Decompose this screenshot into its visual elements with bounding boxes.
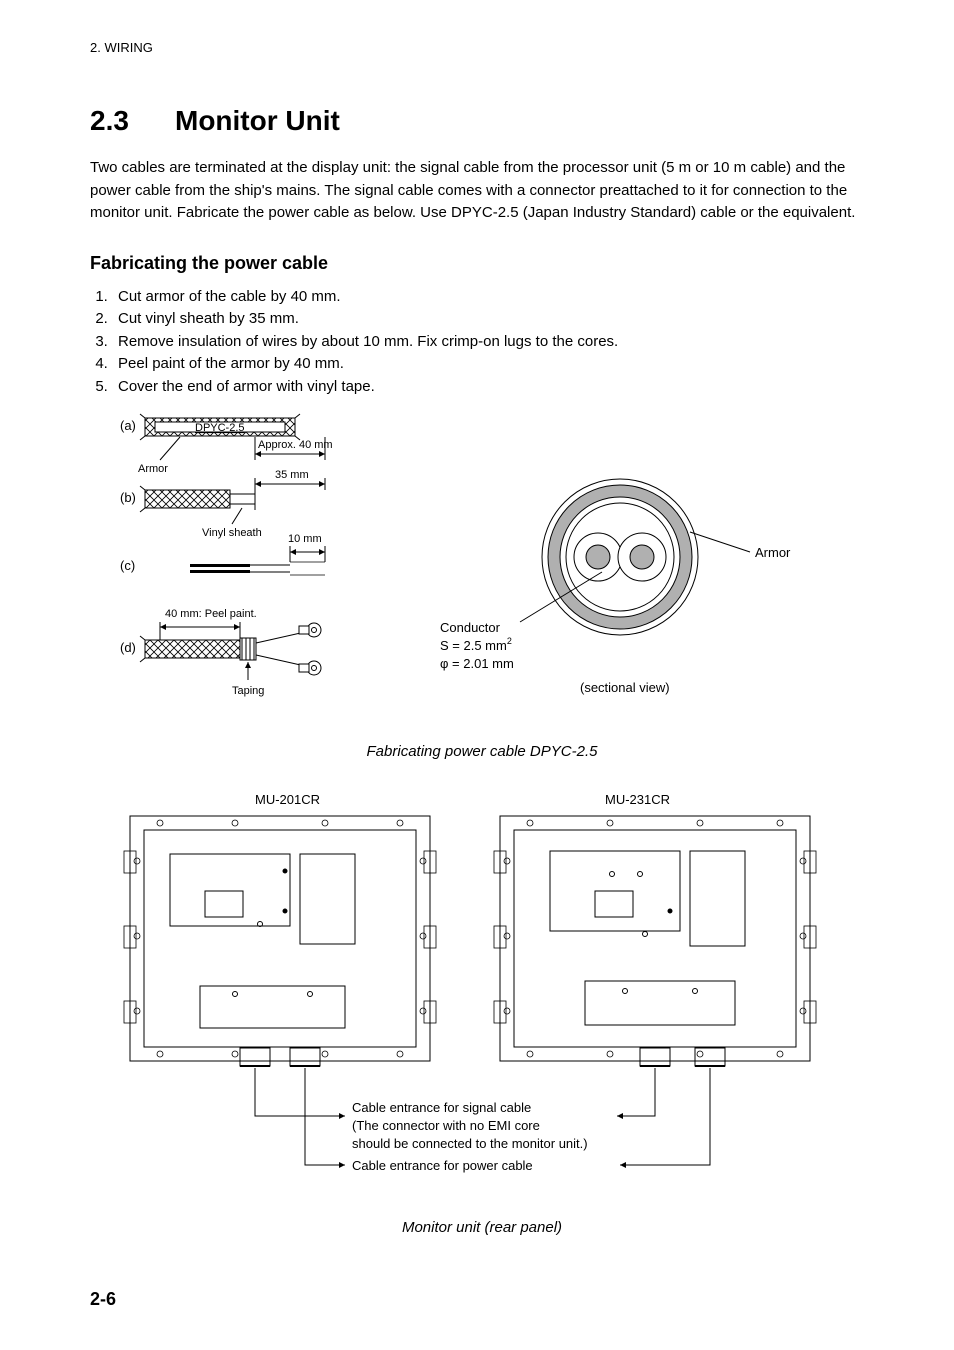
monitor-diagram-svg: MU-201CR MU-231CR (90, 788, 870, 1208)
row-a-label: (a) (120, 418, 136, 433)
dim-10mm: 10 mm (288, 533, 322, 545)
signal-cable-l1: Cable entrance for signal cable (352, 1100, 531, 1115)
peel-paint-label: 40 mm: Peel paint. (165, 608, 257, 620)
mu201-label: MU-201CR (255, 792, 320, 807)
cable-b (140, 486, 255, 512)
subheading: Fabricating the power cable (90, 253, 874, 274)
page-number: 2-6 (90, 1289, 116, 1310)
page: 2. WIRING 2.3Monitor Unit Two cables are… (0, 0, 954, 1350)
section-number: 2.3 (90, 105, 175, 137)
sectional-label: (sectional view) (580, 680, 670, 695)
figure1-caption: Fabricating power cable DPYC-2.5 (90, 743, 874, 760)
conductor-sup: 2 (507, 636, 512, 646)
figure2-caption: Monitor unit (rear panel) (90, 1219, 874, 1236)
conductor-l1: Conductor (440, 620, 501, 635)
monitor-left (124, 816, 436, 1066)
row-d-label: (d) (120, 640, 136, 655)
armor-label-left: Armor (138, 463, 168, 475)
cable-d (140, 623, 321, 675)
row-c-label: (c) (120, 558, 135, 573)
figure-cable-fabrication: (a) DPYC-2.5 Armor Approx. 40 mm (b) (90, 412, 874, 760)
signal-cable-l3: should be connected to the monitor unit.… (352, 1136, 588, 1151)
step-item: Cut vinyl sheath by 35 mm. (112, 308, 874, 331)
section-title: 2.3Monitor Unit (90, 105, 874, 137)
dim-40mm: Approx. 40 mm (258, 439, 333, 451)
taping-label: Taping (232, 685, 264, 697)
cable-name: DPYC-2.5 (195, 422, 245, 434)
step-item: Remove insulation of wires by about 10 m… (112, 331, 874, 354)
dim-35mm: 35 mm (275, 469, 309, 481)
step-item: Cut armor of the cable by 40 mm. (112, 286, 874, 309)
conductor-l2: S = 2.5 mm (440, 638, 507, 653)
cable-c (190, 562, 325, 575)
cable-diagram-svg: (a) DPYC-2.5 Armor Approx. 40 mm (b) (90, 412, 870, 732)
mu231-label: MU-231CR (605, 792, 670, 807)
sectional-view (542, 479, 698, 635)
section-name: Monitor Unit (175, 105, 340, 136)
cable-a: DPYC-2.5 (140, 414, 300, 440)
vinyl-sheath-label: Vinyl sheath (202, 527, 262, 539)
svg-text:S = 2.5 mm2: S = 2.5 mm2 (440, 636, 512, 653)
row-b-label: (b) (120, 490, 136, 505)
armor-label-right: Armor (755, 545, 791, 560)
power-cable-label: Cable entrance for power cable (352, 1158, 533, 1173)
intro-paragraph: Two cables are terminated at the display… (90, 157, 874, 225)
signal-cable-l2: (The connector with no EMI core (352, 1118, 540, 1133)
page-header: 2. WIRING (90, 40, 874, 55)
step-item: Peel paint of the armor by 40 mm. (112, 353, 874, 376)
step-item: Cover the end of armor with vinyl tape. (112, 376, 874, 399)
monitor-right (494, 816, 816, 1066)
steps-list: Cut armor of the cable by 40 mm. Cut vin… (90, 286, 874, 399)
figure-monitor-rear: MU-201CR MU-231CR (90, 788, 874, 1236)
conductor-l3: φ = 2.01 mm (440, 656, 514, 671)
